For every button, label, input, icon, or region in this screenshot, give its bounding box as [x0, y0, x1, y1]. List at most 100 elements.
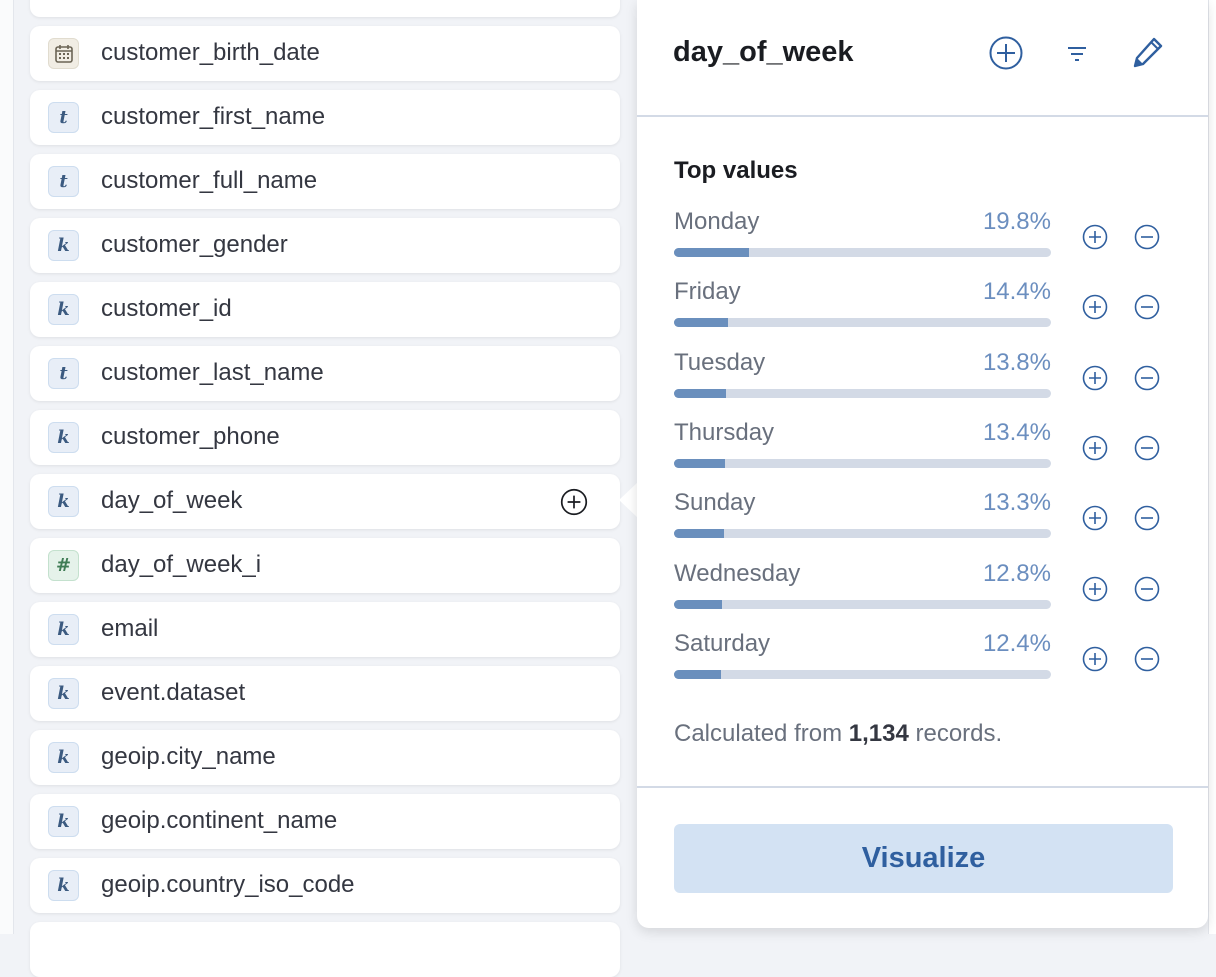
filter-icon[interactable] [1057, 33, 1097, 73]
filter-for-value-icon[interactable] [1080, 433, 1110, 463]
value-percent: 12.8% [982, 559, 1051, 587]
field-item[interactable]: k geoip.city_name [30, 730, 620, 785]
field-item-partial[interactable] [30, 0, 620, 17]
keyword-type-icon: k [48, 486, 79, 517]
value-label: Tuesday [674, 348, 766, 376]
popover-title: day_of_week [673, 36, 854, 68]
filter-out-value-icon[interactable] [1132, 292, 1162, 322]
field-name: customer_last_name [101, 359, 324, 386]
filter-out-value-icon[interactable] [1132, 503, 1162, 533]
field-item[interactable]: t customer_full_name [30, 154, 620, 209]
top-value-row: Tuesday 13.8% [674, 349, 1174, 409]
value-bar [674, 669, 1051, 679]
field-name: email [101, 615, 159, 642]
popover-arrow [619, 483, 637, 517]
field-name: geoip.country_iso_code [101, 871, 355, 898]
filter-out-value-icon[interactable] [1132, 222, 1162, 252]
value-bar [674, 318, 1051, 328]
field-item[interactable]: k event.dataset [30, 666, 620, 721]
value-percent: 14.4% [982, 278, 1051, 306]
filter-out-value-icon[interactable] [1132, 644, 1162, 674]
top-value-row: Monday 19.8% [674, 208, 1174, 268]
value-percent: 12.4% [982, 629, 1051, 657]
field-item[interactable]: k geoip.country_iso_code [30, 858, 620, 913]
top-value-row: Thursday 13.4% [674, 419, 1174, 479]
field-name: geoip.continent_name [101, 807, 338, 834]
record-count: 1,134 [848, 720, 909, 747]
filter-for-value-icon[interactable] [1080, 503, 1110, 533]
add-column-icon[interactable] [986, 33, 1026, 73]
filter-for-value-icon[interactable] [1080, 222, 1110, 252]
keyword-type-icon: k [48, 678, 79, 709]
filter-for-value-icon[interactable] [1080, 644, 1110, 674]
value-label: Monday [674, 208, 760, 235]
field-name: customer_phone [101, 423, 280, 450]
value-bar [674, 388, 1051, 398]
field-item[interactable]: t customer_last_name [30, 346, 620, 401]
keyword-type-icon: k [48, 870, 79, 901]
calendar-icon [48, 38, 79, 69]
field-item-partial[interactable] [30, 922, 620, 977]
field-name: customer_first_name [101, 103, 326, 130]
field-name: day_of_week [101, 487, 243, 514]
value-percent: 13.3% [982, 489, 1051, 517]
value-label: Wednesday [674, 559, 801, 587]
field-item[interactable]: # day_of_week_i [30, 538, 620, 593]
value-percent: 13.8% [982, 348, 1051, 376]
value-label: Sunday [674, 489, 756, 517]
keyword-type-icon: k [48, 614, 79, 645]
background-panel-right [1208, 0, 1216, 934]
keyword-type-icon: k [48, 742, 79, 773]
add-field-icon[interactable] [558, 486, 590, 518]
divider [637, 115, 1208, 117]
field-details-popover: day_of_week Top values Monday 19.8% Frid… [637, 0, 1208, 928]
field-item[interactable]: k customer_id [30, 282, 620, 337]
keyword-type-icon: k [48, 230, 79, 261]
field-name: geoip.city_name [101, 743, 276, 770]
field-item[interactable]: t customer_first_name [30, 90, 620, 145]
pencil-icon[interactable] [1128, 33, 1168, 73]
field-name: day_of_week_i [101, 551, 262, 578]
records-footer: Calculated from 1,134 records. [674, 720, 1002, 748]
field-name: event.dataset [101, 679, 246, 706]
background-panel [0, 0, 14, 934]
footer-suffix: records. [908, 720, 1003, 747]
filter-for-value-icon[interactable] [1080, 574, 1110, 604]
filter-out-value-icon[interactable] [1132, 363, 1162, 393]
field-name: customer_full_name [101, 167, 318, 194]
filter-out-value-icon[interactable] [1132, 433, 1162, 463]
value-label: Saturday [674, 629, 771, 657]
field-name: customer_id [101, 295, 232, 322]
filter-out-value-icon[interactable] [1132, 574, 1162, 604]
top-value-row: Saturday 12.4% [674, 630, 1174, 690]
value-bar-fill [674, 669, 721, 679]
field-name: customer_birth_date [101, 39, 320, 66]
field-item[interactable]: k customer_phone [30, 410, 620, 465]
text-type-icon: t [48, 358, 79, 389]
field-item[interactable]: k geoip.continent_name [30, 794, 620, 849]
filter-for-value-icon[interactable] [1080, 292, 1110, 322]
value-percent: 19.8% [982, 208, 1051, 235]
value-bar-fill [674, 599, 723, 609]
value-bar [674, 599, 1051, 609]
text-type-icon: t [48, 166, 79, 197]
field-item[interactable]: k customer_gender [30, 218, 620, 273]
field-item[interactable]: customer_birth_date [30, 26, 620, 81]
value-label: Friday [674, 278, 741, 306]
divider [637, 786, 1208, 788]
value-label: Thursday [674, 418, 775, 446]
keyword-type-icon: k [48, 294, 79, 325]
keyword-type-icon: k [48, 806, 79, 837]
value-bar [674, 458, 1051, 468]
top-values-heading: Top values [674, 157, 798, 184]
value-bar-fill [674, 529, 725, 539]
filter-for-value-icon[interactable] [1080, 363, 1110, 393]
field-item[interactable]: k day_of_week [30, 474, 620, 529]
value-bar-fill [674, 318, 729, 328]
value-bar [674, 248, 1051, 257]
value-bar-fill [674, 388, 727, 398]
visualize-button[interactable]: Visualize [674, 824, 1173, 893]
field-item[interactable]: k email [30, 602, 620, 657]
top-value-row: Friday 14.4% [674, 278, 1174, 338]
footer-prefix: Calculated from [674, 720, 849, 747]
